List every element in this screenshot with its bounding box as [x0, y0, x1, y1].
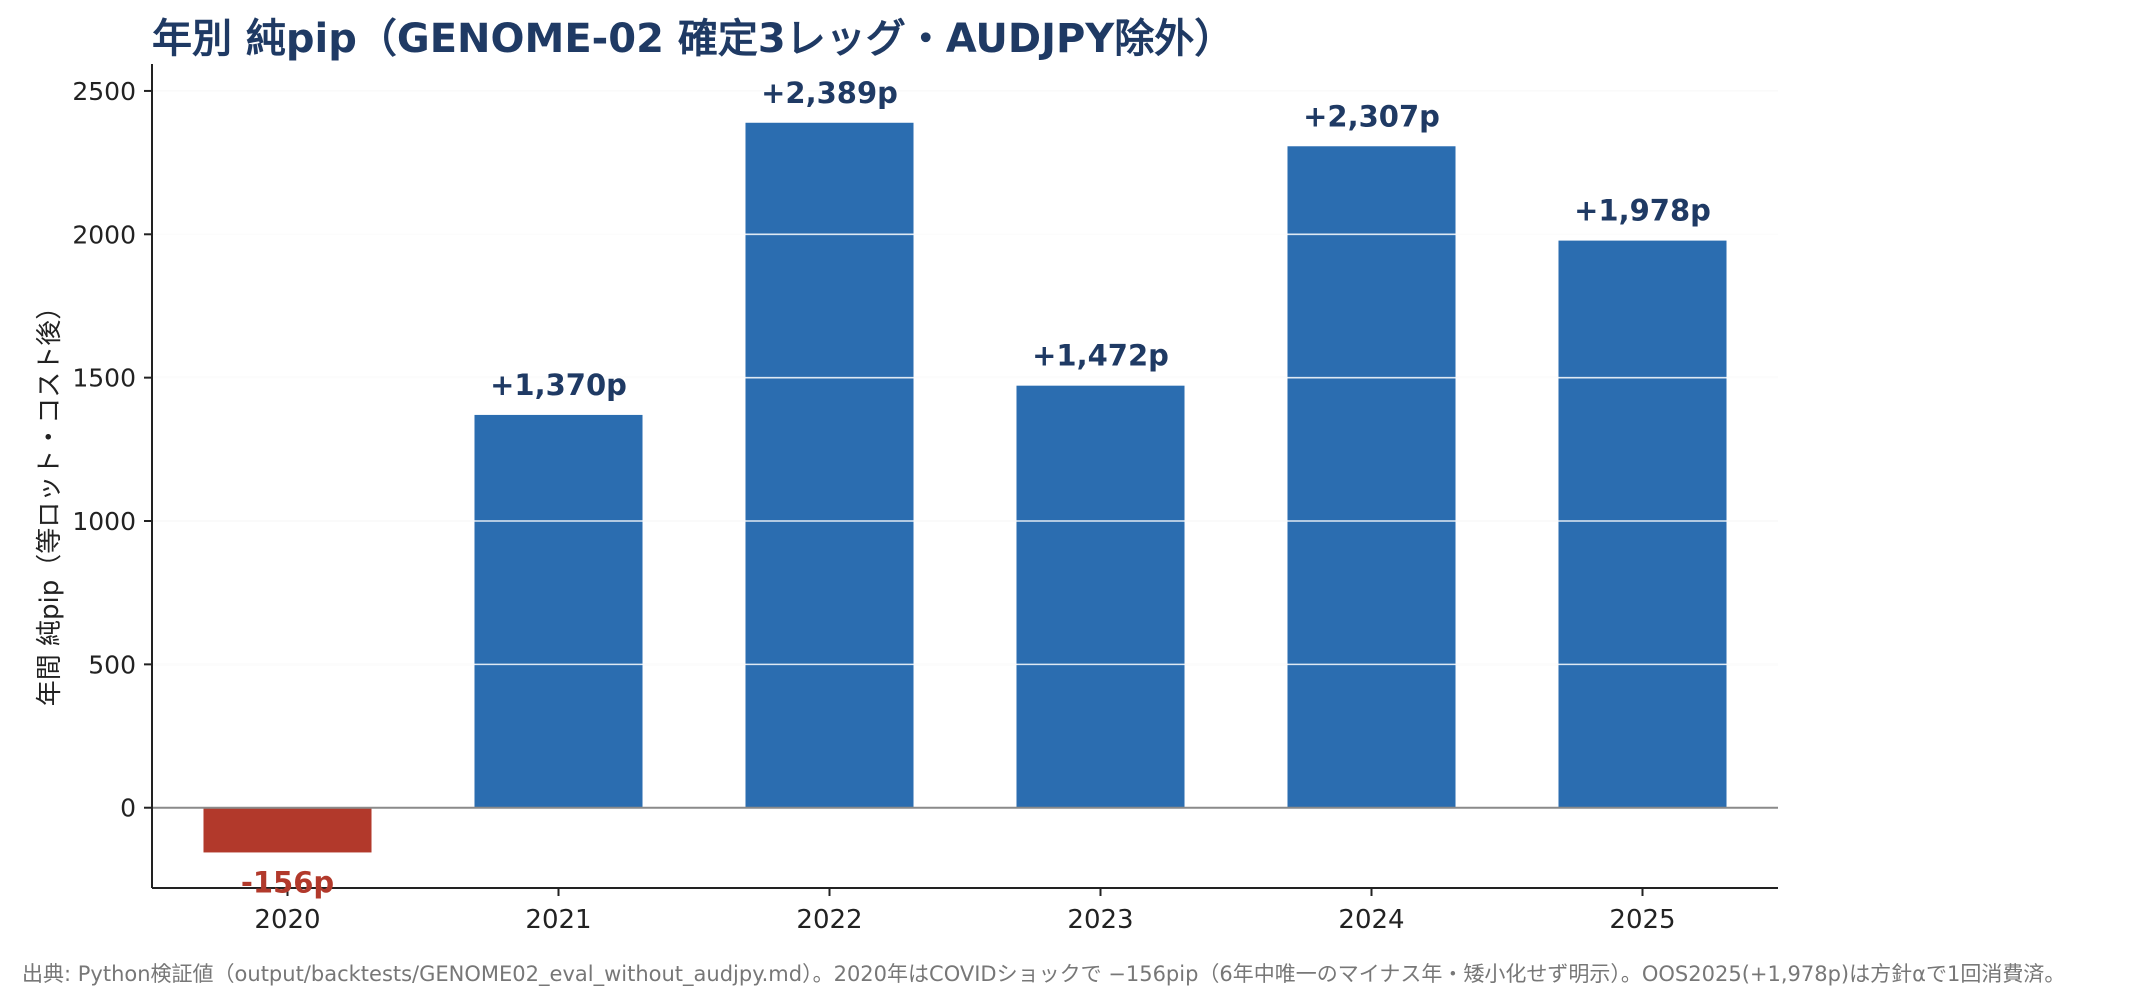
bar-2024: [1287, 146, 1456, 808]
source-note: 出典: Python検証値（output/backtests/GENOME02_…: [22, 962, 2065, 987]
y-tick-label: 1500: [72, 364, 136, 393]
data-label-2021: +1,370p: [490, 368, 627, 402]
y-tick-label: 0: [120, 794, 136, 823]
bar-2020: [203, 807, 372, 853]
x-tick-label: 2020: [254, 905, 320, 935]
x-tick-label: 2023: [1067, 905, 1133, 935]
bar-2023: [1016, 385, 1185, 808]
data-labels: -156p +1,370p +2,389p +1,472p +2,307p +1,978p: [241, 76, 1711, 900]
x-tick-label: 2021: [525, 905, 591, 935]
chart-title: 年別 純pip（GENOME-02 確定3レッグ・AUDJPY除外）: [152, 16, 1234, 62]
data-label-2023: +1,472p: [1032, 339, 1169, 373]
bars: [152, 90, 1778, 853]
y-tick-label: 1000: [72, 507, 136, 536]
bar-2022: [745, 122, 914, 808]
y-tick-label: 2500: [72, 77, 136, 106]
data-label-2022: +2,389p: [761, 76, 898, 110]
y-tick-label: 2000: [72, 220, 136, 249]
axes: 0 500 1000 1500 2000 2500 2020 2021 2022 2023 2024…: [72, 64, 1778, 935]
y-tick-label: 500: [88, 650, 136, 679]
data-label-2025: +1,978p: [1574, 194, 1711, 228]
bar-2021: [474, 414, 643, 808]
y-axis-label: 年間 純pip（等ロット・コスト後）: [35, 294, 65, 707]
data-label-2020: -156p: [241, 865, 334, 899]
bar-2025: [1558, 240, 1727, 808]
x-tick-label: 2022: [796, 905, 862, 935]
data-label-2024: +2,307p: [1303, 99, 1440, 133]
x-tick-label: 2024: [1338, 905, 1404, 935]
x-tick-label: 2025: [1609, 905, 1675, 935]
